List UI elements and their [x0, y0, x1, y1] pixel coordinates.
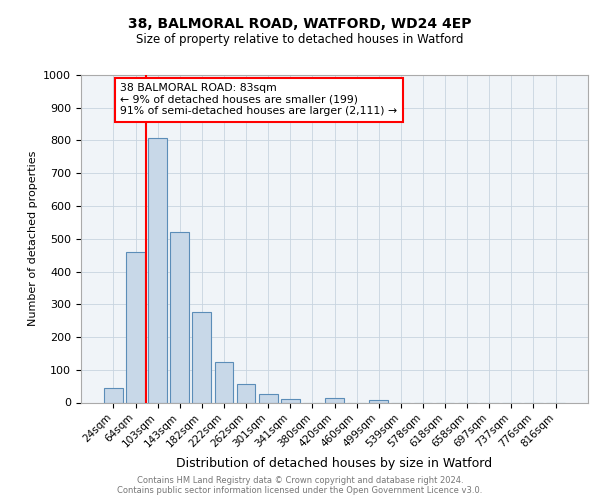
Bar — [325, 398, 344, 402]
Y-axis label: Number of detached properties: Number of detached properties — [28, 151, 38, 326]
Bar — [170, 232, 189, 402]
Bar — [215, 362, 233, 403]
Text: 38 BALMORAL ROAD: 83sqm
← 9% of detached houses are smaller (199)
91% of semi-de: 38 BALMORAL ROAD: 83sqm ← 9% of detached… — [120, 83, 397, 116]
Bar — [370, 400, 388, 402]
Bar — [148, 138, 167, 402]
Bar — [281, 398, 299, 402]
Bar — [126, 252, 145, 402]
Bar — [236, 384, 256, 402]
Bar — [193, 312, 211, 402]
Bar — [104, 388, 123, 402]
Bar — [259, 394, 278, 402]
X-axis label: Distribution of detached houses by size in Watford: Distribution of detached houses by size … — [176, 458, 493, 470]
Text: Size of property relative to detached houses in Watford: Size of property relative to detached ho… — [136, 32, 464, 46]
Text: 38, BALMORAL ROAD, WATFORD, WD24 4EP: 38, BALMORAL ROAD, WATFORD, WD24 4EP — [128, 18, 472, 32]
Text: Contains HM Land Registry data © Crown copyright and database right 2024.
Contai: Contains HM Land Registry data © Crown c… — [118, 476, 482, 495]
